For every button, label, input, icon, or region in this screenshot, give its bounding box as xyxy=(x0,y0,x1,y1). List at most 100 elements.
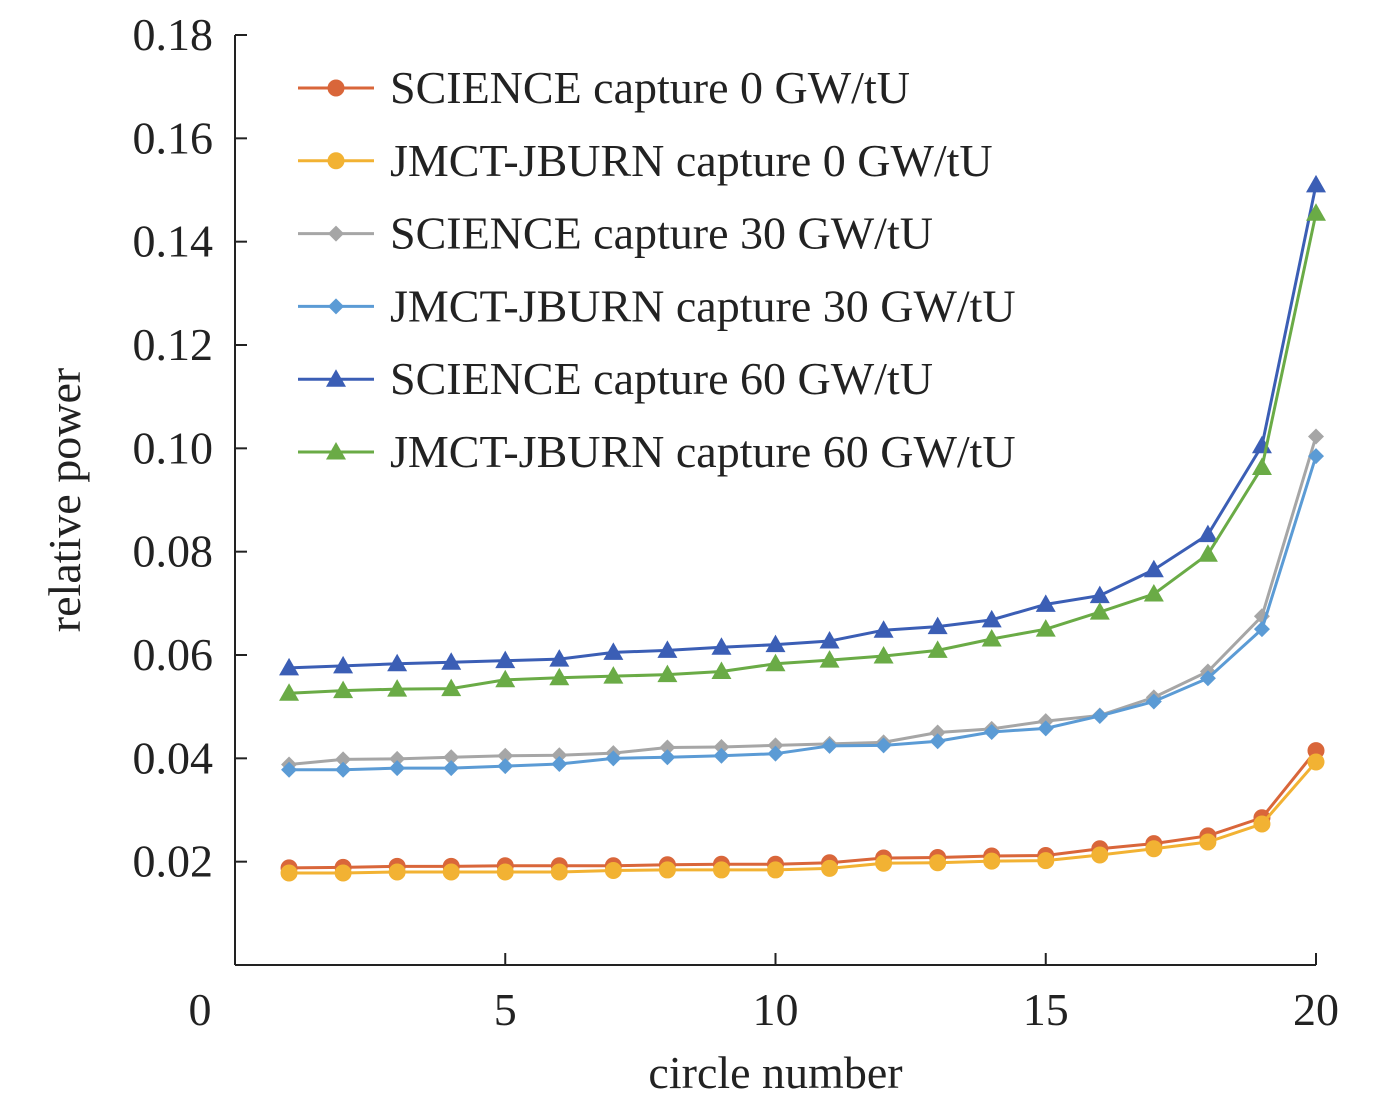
data-point xyxy=(549,649,570,667)
y-tick-label: 0.08 xyxy=(133,526,214,577)
data-point xyxy=(657,640,678,658)
data-point xyxy=(1089,602,1110,620)
data-point xyxy=(767,737,784,754)
series-6 xyxy=(279,203,1326,701)
y-tick-label: 0.18 xyxy=(133,9,214,60)
data-point xyxy=(441,652,462,670)
legend-item: JMCT-JBURN capture 0 GW/tU xyxy=(298,135,993,186)
legend-label: JMCT-JBURN capture 30 GW/tU xyxy=(390,280,1016,331)
data-point xyxy=(767,745,784,762)
series-3 xyxy=(281,428,1324,773)
data-point xyxy=(1091,846,1109,864)
data-point xyxy=(388,863,406,881)
legend-marker xyxy=(327,79,345,97)
series-4 xyxy=(281,448,1324,778)
data-point xyxy=(927,640,948,658)
data-point xyxy=(713,738,730,755)
data-point xyxy=(873,620,894,638)
data-point xyxy=(1035,619,1056,637)
legend-item: SCIENCE capture 0 GW/tU xyxy=(298,62,910,113)
series-layer xyxy=(279,174,1326,882)
data-point xyxy=(497,758,514,775)
data-point xyxy=(442,863,460,881)
data-point xyxy=(713,747,730,764)
data-point xyxy=(659,749,676,766)
data-point xyxy=(981,628,1002,647)
x-tick-label: 5 xyxy=(494,984,517,1035)
legend-marker xyxy=(327,152,345,170)
legend: SCIENCE capture 0 GW/tU JMCT-JBURN captur… xyxy=(298,62,1016,477)
data-point xyxy=(605,750,622,767)
data-point xyxy=(1306,174,1326,193)
x-tick-label: 15 xyxy=(1023,984,1069,1035)
data-point xyxy=(1308,448,1324,465)
data-point xyxy=(929,733,946,750)
data-point xyxy=(765,653,786,672)
series-line xyxy=(289,760,1318,875)
data-point xyxy=(443,749,460,766)
data-point xyxy=(281,761,298,778)
data-point xyxy=(333,680,354,699)
data-point xyxy=(659,739,676,756)
data-point xyxy=(279,683,300,701)
y-tick-label: 0.16 xyxy=(133,112,214,163)
data-point xyxy=(875,854,893,872)
data-point xyxy=(1035,594,1056,612)
y-tick-label: 0.14 xyxy=(133,216,214,267)
data-point xyxy=(1197,544,1218,562)
data-point xyxy=(873,646,894,664)
data-point xyxy=(1306,203,1326,221)
data-point xyxy=(1253,621,1270,638)
data-point xyxy=(1143,559,1164,578)
data-point xyxy=(1199,833,1217,851)
x-axis-title: circle number xyxy=(648,1047,902,1098)
data-point xyxy=(983,723,1000,740)
data-point xyxy=(497,747,514,764)
data-point xyxy=(550,863,568,881)
data-point xyxy=(1197,524,1218,543)
series-line xyxy=(288,212,1318,695)
data-point xyxy=(658,861,676,879)
series-line xyxy=(288,436,1318,767)
data-point xyxy=(1089,585,1110,604)
x-tick-label: 10 xyxy=(753,984,799,1035)
data-point xyxy=(821,859,839,877)
data-point xyxy=(280,864,298,882)
data-point xyxy=(335,761,352,778)
data-point xyxy=(1037,852,1055,870)
data-point xyxy=(1037,720,1054,737)
data-point xyxy=(335,751,352,768)
y-axis-title: relative power xyxy=(39,368,90,632)
data-point xyxy=(387,679,408,697)
legend-marker xyxy=(326,442,346,460)
data-point xyxy=(1251,457,1272,475)
y-tick-label: 0.06 xyxy=(133,629,214,680)
ticks: 0.02 0.04 0.06 0.08 0.10 0.12 0.14 0.16 0.18 0 5 10… xyxy=(133,9,1340,1035)
data-point xyxy=(767,861,784,879)
data-point xyxy=(443,760,460,777)
data-point xyxy=(279,657,300,676)
data-point xyxy=(604,861,622,879)
data-point xyxy=(1143,584,1164,602)
data-point xyxy=(1145,840,1163,858)
data-point xyxy=(603,666,624,684)
series-2 xyxy=(280,753,1325,882)
data-point xyxy=(929,724,946,741)
data-point xyxy=(389,750,406,767)
y-tick-label: 0.04 xyxy=(133,732,214,783)
data-point xyxy=(983,852,1001,870)
data-point xyxy=(551,756,568,773)
data-point xyxy=(657,664,678,683)
data-point xyxy=(496,863,514,881)
data-point xyxy=(1091,707,1108,724)
legend-label: SCIENCE capture 30 GW/tU xyxy=(390,208,933,259)
legend-item: JMCT-JBURN capture 30 GW/tU xyxy=(298,280,1016,331)
data-point xyxy=(981,609,1002,628)
legend-item: SCIENCE capture 30 GW/tU xyxy=(298,208,933,259)
data-point xyxy=(333,655,354,674)
data-point xyxy=(712,861,730,879)
data-point xyxy=(549,667,570,686)
data-point xyxy=(495,669,516,688)
data-point xyxy=(1145,693,1162,710)
